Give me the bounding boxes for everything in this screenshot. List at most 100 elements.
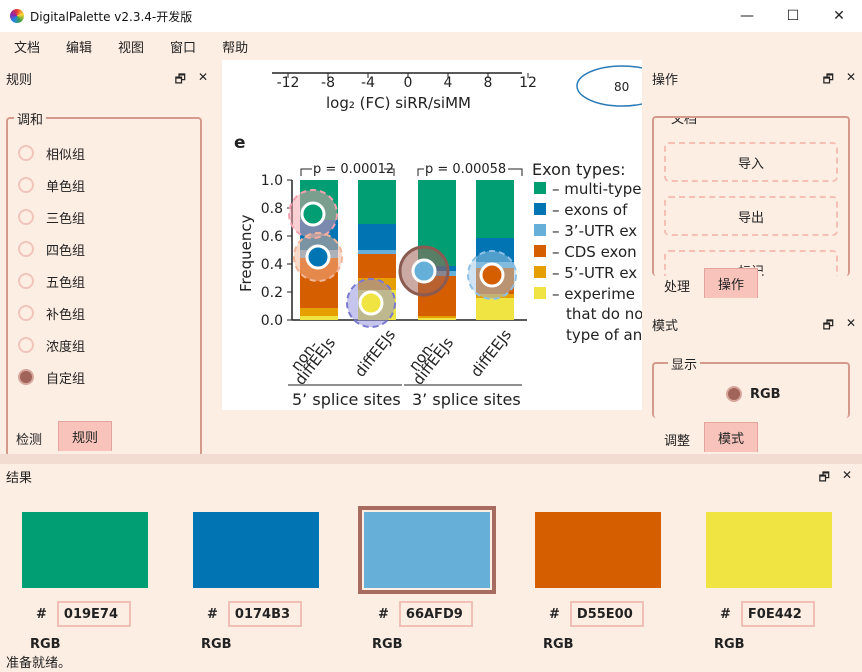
menu-edit[interactable]: 编辑 <box>66 40 93 56</box>
menu-view[interactable]: 视图 <box>118 40 145 56</box>
legend-extra-2: type of an <box>566 326 642 344</box>
export-button[interactable]: 导出 <box>664 196 838 236</box>
radio-label: 自定组 <box>46 371 86 387</box>
radio-shades[interactable]: 浓度组 <box>18 335 85 355</box>
radio-monochromatic[interactable]: 单色组 <box>18 175 85 195</box>
hex-input[interactable]: 0174B3 <box>227 601 302 627</box>
hex-row: # F0E442 <box>720 601 815 627</box>
import-button[interactable]: 导入 <box>664 142 838 182</box>
group-label-5prime: 5’ splice sites <box>292 390 401 409</box>
radio-label: 四色组 <box>46 243 86 259</box>
title-bar: DigitalPalette v2.3.4-开发版 — ☐ ✕ <box>0 0 862 32</box>
harmony-group-title: 调和 <box>14 109 47 128</box>
legend-swatch <box>534 287 546 299</box>
x-tick-2: diffEEJs <box>351 326 399 381</box>
p-value-3prime: p = 0.00058 <box>425 162 506 177</box>
document-group-title: 文档 <box>668 118 701 127</box>
legend-label: – experime <box>552 285 635 303</box>
color-swatch[interactable] <box>193 512 319 588</box>
mode-close-icon[interactable]: ✕ <box>845 316 856 330</box>
radio-circle-icon[interactable] <box>18 209 34 225</box>
legend-swatch <box>534 203 546 215</box>
hex-input[interactable]: 66AFD9 <box>398 601 473 627</box>
maximize-button[interactable]: ☐ <box>786 8 800 24</box>
radio-checked-icon[interactable] <box>726 386 742 402</box>
close-window-button[interactable]: ✕ <box>833 8 845 24</box>
menu-window[interactable]: 窗口 <box>170 40 197 56</box>
image-canvas[interactable]: -12 -8 -4 0 4 8 12 log₂ (FC) siRR/siMM 80 e p … <box>222 60 642 410</box>
radio-circle-icon[interactable] <box>18 177 34 193</box>
top-axis-tick: -12 <box>277 75 300 91</box>
menu-help[interactable]: 帮助 <box>222 40 249 56</box>
minimize-button[interactable]: — <box>740 8 754 24</box>
mode-panel: 模式 🗗 ✕ 显示 RGB 调整 模式 <box>648 310 862 454</box>
legend-extra-1: that do no <box>566 305 642 323</box>
radio-label: 浓度组 <box>46 339 86 355</box>
color-swatch[interactable] <box>358 506 496 594</box>
radio-triad[interactable]: 三色组 <box>18 207 85 227</box>
result-panel-title: 结果 <box>6 470 33 486</box>
rules-float-icon[interactable]: 🗗 <box>174 72 186 86</box>
y-axis-label: Frequency <box>237 214 255 292</box>
y-axis-tick: 0.8 <box>261 201 283 217</box>
document-group: 文档 导入 导出 标记 <box>652 116 850 276</box>
color-swatch[interactable] <box>535 512 661 588</box>
x-tick-4: diffEEJs <box>467 326 515 381</box>
mode-float-icon[interactable]: 🗗 <box>822 318 834 332</box>
tab-mode[interactable]: 模式 <box>704 422 758 452</box>
operation-close-icon[interactable]: ✕ <box>845 70 856 84</box>
hex-input[interactable]: F0E442 <box>740 601 815 627</box>
radio-tetrad[interactable]: 四色组 <box>18 239 85 259</box>
color-swatch-column <box>535 512 661 588</box>
hex-input[interactable]: 019E74 <box>56 601 131 627</box>
group-label-3prime: 3’ splice sites <box>412 390 521 409</box>
radio-complementary[interactable]: 补色组 <box>18 303 85 323</box>
dock-separator[interactable] <box>0 454 862 464</box>
menu-file[interactable]: 文档 <box>14 40 41 56</box>
display-group-title: 显示 <box>668 354 701 373</box>
radio-checked-icon[interactable] <box>18 369 34 385</box>
color-swatch-column <box>706 512 832 588</box>
radio-circle-icon[interactable] <box>18 273 34 289</box>
tab-detect[interactable]: 检测 <box>15 432 42 448</box>
rules-panel-title: 规则 <box>6 72 33 88</box>
top-axis-tick: 4 <box>444 75 453 91</box>
radio-circle-icon[interactable] <box>18 145 34 161</box>
operation-float-icon[interactable]: 🗗 <box>822 72 834 86</box>
hex-hash-label: # <box>378 606 389 622</box>
legend-label: – 5’-UTR ex <box>552 264 637 282</box>
menu-bar: 文档 编辑 视图 窗口 帮助 <box>0 32 862 60</box>
color-swatch-column <box>358 506 496 594</box>
radio-custom[interactable]: 自定组 <box>18 367 85 387</box>
mode-rgb-radio[interactable]: RGB <box>726 386 781 402</box>
legend-swatch <box>534 266 546 278</box>
legend-label: – CDS exon <box>552 243 637 261</box>
result-close-icon[interactable]: ✕ <box>841 468 852 482</box>
radio-circle-icon[interactable] <box>18 241 34 257</box>
top-axis-tick: 0 <box>404 75 413 91</box>
radio-analogous[interactable]: 相似组 <box>18 143 85 163</box>
color-swatch[interactable] <box>706 512 832 588</box>
ellipse-value: 80 <box>614 80 629 94</box>
radio-label: 五色组 <box>46 275 86 291</box>
radio-circle-icon[interactable] <box>18 305 34 321</box>
tab-operation[interactable]: 操作 <box>704 268 758 298</box>
legend-swatch <box>534 224 546 236</box>
hex-input[interactable]: D55E00 <box>569 601 644 627</box>
hex-row: #0174B3 <box>207 601 302 627</box>
hex-hash-label: # <box>207 606 218 622</box>
radio-pentad[interactable]: 五色组 <box>18 271 85 291</box>
tab-rules[interactable]: 规则 <box>58 421 112 451</box>
panel-letter: e <box>234 133 246 153</box>
result-float-icon[interactable]: 🗗 <box>818 470 830 484</box>
hex-hash-label: # <box>549 606 560 622</box>
harmony-group: 调和 相似组 单色组 三色组 四色组 五色组 补色组 浓度组 自定组 <box>6 109 202 457</box>
tab-process[interactable]: 处理 <box>663 279 690 295</box>
color-swatch[interactable] <box>22 512 148 588</box>
app-logo-icon <box>10 9 24 23</box>
hex-row: #019E74 <box>36 601 131 627</box>
radio-circle-icon[interactable] <box>18 337 34 353</box>
tab-adjust[interactable]: 调整 <box>663 433 690 449</box>
hex-hash-label: # <box>36 606 47 622</box>
rules-close-icon[interactable]: ✕ <box>197 70 208 84</box>
